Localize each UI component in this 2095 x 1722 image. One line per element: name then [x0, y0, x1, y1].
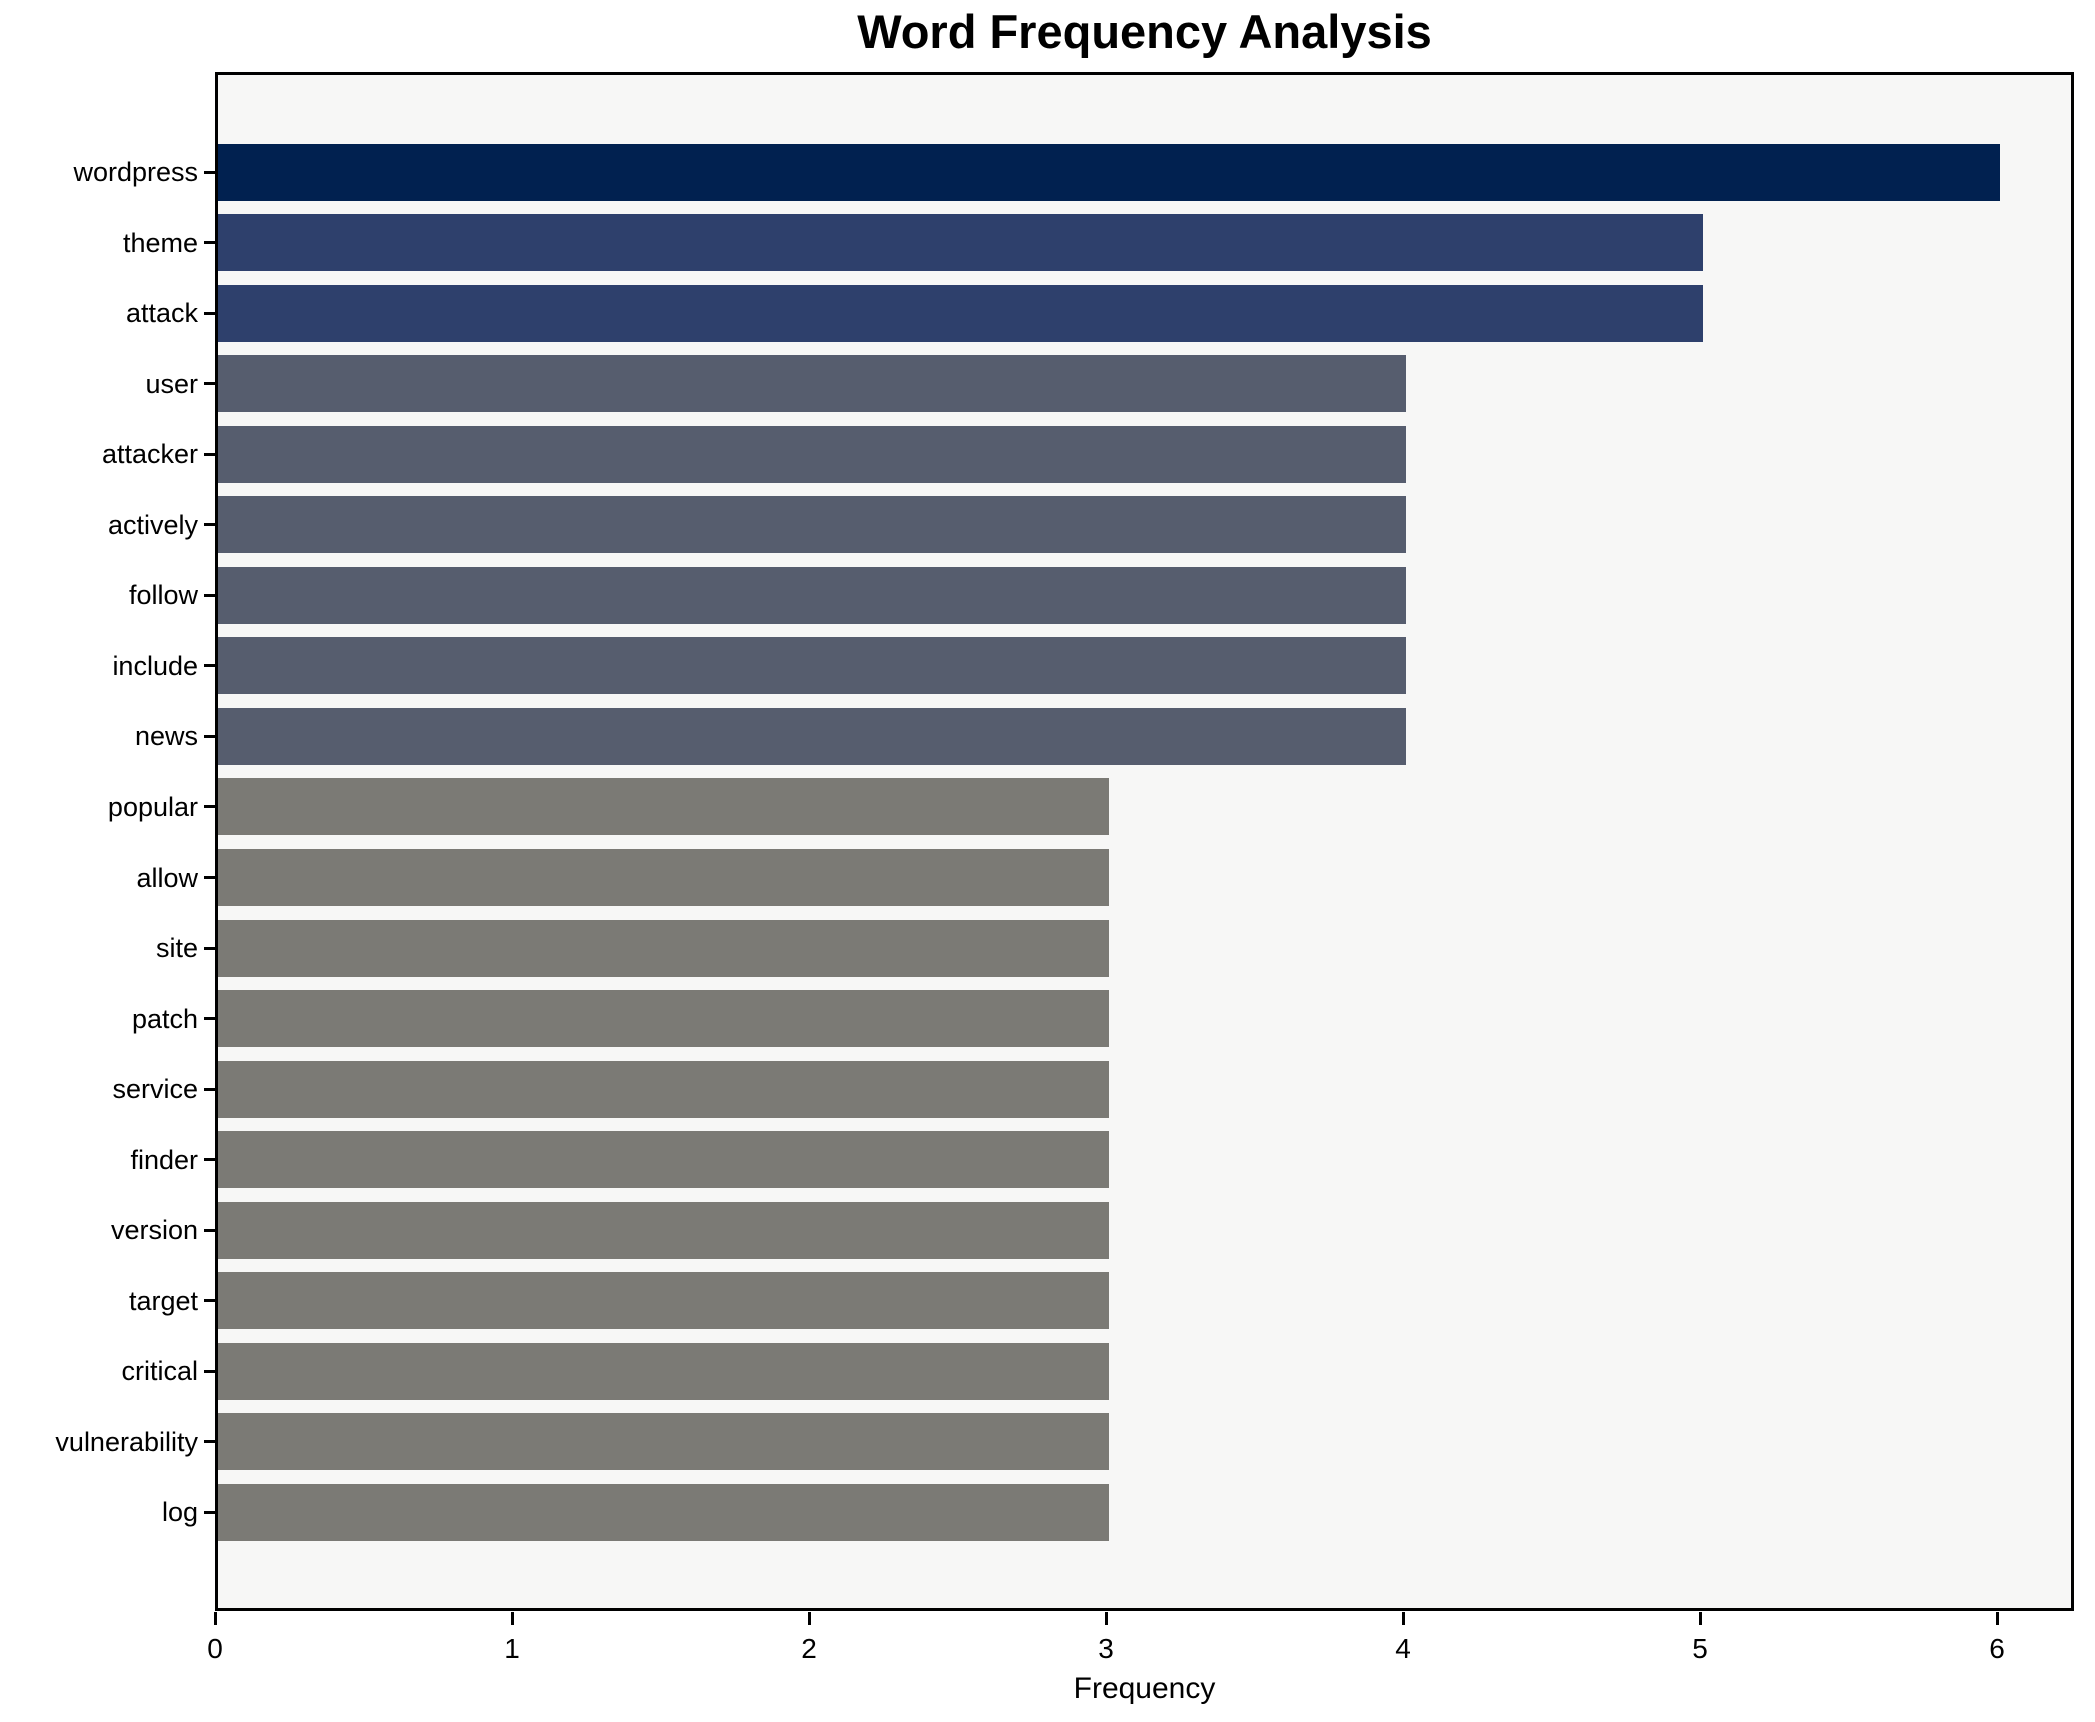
chart-title: Word Frequency Analysis	[857, 5, 1432, 58]
x-tick-mark	[1401, 1612, 1405, 1625]
y-tick-label: theme	[122, 227, 198, 258]
y-tick-label: follow	[128, 580, 198, 611]
y-tick-mark	[204, 170, 215, 174]
plot-area	[215, 72, 2074, 1611]
bar-attacker	[218, 425, 1406, 483]
bar-critical	[218, 1342, 1109, 1400]
x-tick-mark	[1698, 1612, 1702, 1625]
y-tick-label: attacker	[101, 439, 198, 470]
y-tick-label: finder	[130, 1144, 198, 1175]
bar-popular	[218, 778, 1109, 836]
bar-wordpress	[218, 143, 2000, 201]
y-tick-mark	[204, 382, 215, 386]
y-tick-mark	[204, 664, 215, 668]
y-tick-mark	[204, 452, 215, 456]
bar-site	[218, 919, 1109, 977]
bar-version	[218, 1201, 1109, 1259]
x-tick-label: 5	[1692, 1633, 1708, 1664]
y-tick-mark	[204, 1440, 215, 1444]
bar-theme	[218, 214, 1703, 272]
y-tick-label: target	[128, 1285, 198, 1316]
bar-target	[218, 1272, 1109, 1330]
y-tick-label: attack	[125, 298, 198, 329]
x-tick-label: 4	[1395, 1633, 1411, 1664]
y-tick-label: popular	[107, 791, 198, 822]
x-tick-label: 2	[801, 1633, 817, 1664]
y-tick-label: patch	[131, 1003, 198, 1034]
bar-log	[218, 1483, 1109, 1541]
x-tick-mark	[1104, 1612, 1108, 1625]
y-tick-mark	[204, 1369, 215, 1373]
y-tick-mark	[204, 593, 215, 597]
bar-finder	[218, 1131, 1109, 1189]
bar-actively	[218, 496, 1406, 554]
bar-include	[218, 637, 1406, 695]
y-tick-label: vulnerability	[55, 1426, 198, 1457]
y-tick-mark	[204, 1158, 215, 1162]
bar-news	[218, 707, 1406, 765]
y-tick-mark	[204, 1510, 215, 1514]
y-tick-label: news	[134, 721, 198, 752]
y-tick-label: critical	[121, 1356, 198, 1387]
y-tick-mark	[204, 311, 215, 315]
bar-attack	[218, 284, 1703, 342]
y-tick-mark	[204, 241, 215, 245]
x-tick-label: 3	[1098, 1633, 1114, 1664]
y-tick-label: wordpress	[73, 157, 198, 187]
bar-follow	[218, 566, 1406, 624]
y-tick-mark	[204, 946, 215, 950]
y-tick-label: include	[112, 650, 198, 681]
y-tick-mark	[204, 734, 215, 738]
y-tick-label: user	[145, 368, 198, 399]
y-tick-mark	[204, 876, 215, 879]
bar-patch	[218, 990, 1109, 1048]
y-tick-mark	[204, 1087, 215, 1091]
y-tick-mark	[204, 1299, 215, 1303]
y-tick-mark	[204, 805, 215, 809]
x-tick-label: 1	[504, 1633, 520, 1664]
x-tick-label: 0	[207, 1633, 223, 1664]
x-tick-label: 6	[1989, 1633, 2005, 1664]
x-tick-mark	[213, 1612, 217, 1625]
x-tick-mark	[510, 1612, 514, 1625]
y-tick-mark	[204, 1017, 215, 1021]
bar-allow	[218, 849, 1109, 906]
bar-service	[218, 1060, 1109, 1118]
bar-user	[218, 355, 1406, 413]
x-tick-mark	[1995, 1612, 1999, 1625]
bar-vulnerability	[218, 1413, 1109, 1471]
y-tick-mark	[204, 523, 215, 527]
y-tick-label: site	[155, 933, 198, 964]
y-tick-label: log	[161, 1497, 198, 1528]
x-axis-label: Frequency	[1073, 1672, 1216, 1705]
y-tick-mark	[204, 1228, 215, 1232]
x-tick-mark	[807, 1612, 811, 1625]
y-tick-label: actively	[107, 509, 198, 540]
y-tick-label: version	[110, 1215, 198, 1246]
y-tick-label: allow	[136, 862, 198, 893]
y-tick-label: service	[112, 1074, 198, 1105]
